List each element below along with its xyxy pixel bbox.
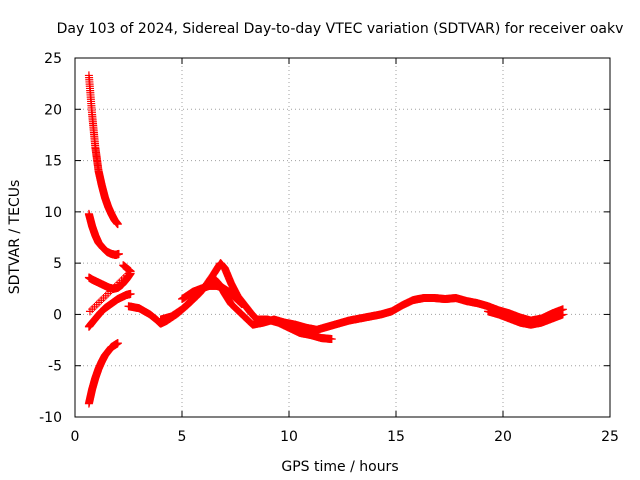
y-tick-label: -10 xyxy=(39,410,62,426)
data-point xyxy=(113,220,122,229)
y-tick-label: 15 xyxy=(44,154,62,170)
x-tick-label: 0 xyxy=(71,429,80,445)
y-tick-label: 5 xyxy=(53,256,62,272)
data-point xyxy=(85,307,94,316)
y-axis-label: SDTVAR / TECUs xyxy=(7,180,23,295)
x-tick-label: 10 xyxy=(280,429,298,445)
y-tick-label: 20 xyxy=(44,102,62,118)
data-point xyxy=(114,249,123,258)
marker-layer xyxy=(84,71,567,408)
y-tick-label: 10 xyxy=(44,205,62,221)
y-tick-label: 25 xyxy=(44,51,62,67)
x-tick-label: 15 xyxy=(387,429,405,445)
data-point xyxy=(126,289,135,298)
y-tick-label: 0 xyxy=(53,307,62,323)
chart-title: Day 103 of 2024, Sidereal Day-to-day VTE… xyxy=(57,21,624,37)
data-point xyxy=(558,310,567,319)
plot-frame xyxy=(74,57,611,418)
x-tick-label: 5 xyxy=(178,429,187,445)
data-point xyxy=(113,339,122,348)
y-tick-label: -5 xyxy=(48,359,62,375)
x-tick-label: 25 xyxy=(601,429,619,445)
x-tick-label: 20 xyxy=(494,429,512,445)
data-point xyxy=(327,335,336,344)
x-axis-label: GPS time / hours xyxy=(281,459,398,475)
data-point xyxy=(237,300,246,309)
